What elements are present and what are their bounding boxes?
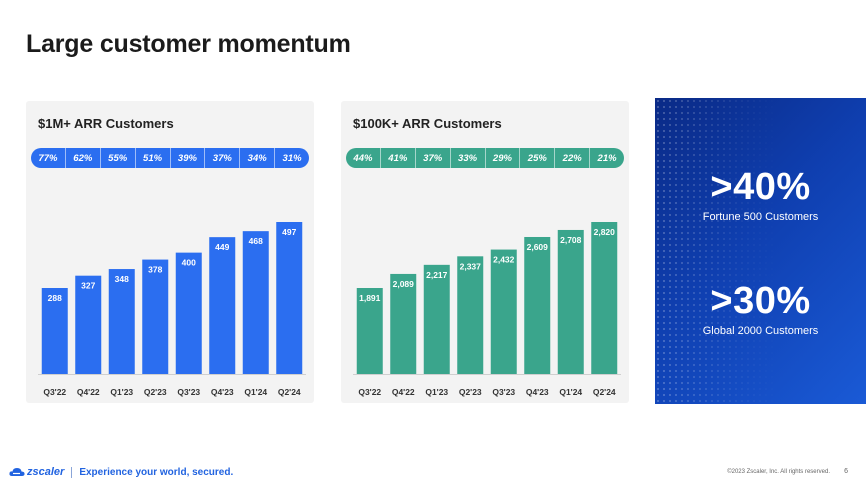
- category-label: Q3'22: [358, 387, 381, 397]
- bar: [242, 231, 269, 374]
- data-label: 288: [48, 293, 62, 303]
- growth-pill: 77% 62% 55% 51% 39% 37% 34% 31%: [31, 148, 309, 168]
- bar: [276, 222, 303, 374]
- copyright-text: ©2023 Zscaler, Inc. All rights reserved.: [727, 469, 830, 475]
- bar-chart-1m-arr: 288 Q3'22 327 Q4'22 348 Q1'23 378 Q2'23 400 Q3'23…: [38, 222, 306, 397]
- bar: [142, 259, 169, 374]
- chart-title: $100K+ ARR Customers: [353, 116, 502, 131]
- footer-divider: [71, 466, 73, 478]
- bar-chart-100k-arr: 1,891 Q3'22 2,089 Q4'22 2,217 Q1'23 2,337 Q2'23…: [353, 222, 621, 397]
- bar: [75, 275, 102, 374]
- category-label: Q3'23: [492, 387, 515, 397]
- category-label: Q4'23: [211, 387, 234, 397]
- growth-label: 39%: [171, 148, 206, 168]
- bar: [524, 236, 551, 374]
- category-label: Q4'22: [392, 387, 415, 397]
- data-label: 1,891: [359, 293, 381, 303]
- bar: [457, 256, 484, 374]
- stat-fortune-500: >40% Fortune 500 Customers: [655, 166, 866, 223]
- category-label: Q1'23: [425, 387, 448, 397]
- category-label: Q3'22: [43, 387, 66, 397]
- stat-value: >30%: [710, 280, 811, 322]
- category-label: Q4'22: [77, 387, 100, 397]
- data-label: 497: [282, 227, 296, 237]
- bar: [108, 269, 135, 374]
- growth-label: 34%: [240, 148, 276, 168]
- growth-label: 55%: [101, 148, 136, 168]
- category-label: Q4'23: [526, 387, 549, 397]
- page-number: 6: [844, 468, 848, 475]
- bar: [490, 249, 517, 374]
- category-label: Q2'23: [144, 387, 167, 397]
- highlights-panel: >40% Fortune 500 Customers >30% Global 2…: [655, 98, 866, 404]
- growth-label: 31%: [282, 152, 302, 164]
- data-label: 400: [182, 258, 196, 268]
- data-label: 348: [115, 274, 129, 284]
- data-label: 468: [249, 236, 263, 246]
- data-label: 2,432: [493, 255, 515, 265]
- growth-label: 21%: [597, 152, 617, 164]
- growth-label: 77%: [31, 148, 66, 168]
- bar: [390, 273, 417, 374]
- chart-panel-100k-arr: $100K+ ARR Customers 44% 41% 37% 33% 29% 25% 2…: [341, 101, 629, 403]
- data-label: 2,337: [460, 261, 482, 271]
- data-label: 2,217: [426, 270, 448, 280]
- data-label: 327: [81, 281, 95, 291]
- data-label: 378: [148, 265, 162, 275]
- growth-label: 51%: [136, 148, 171, 168]
- stat-label: Fortune 500 Customers: [702, 211, 819, 223]
- footer-tagline: Experience your world, secured.: [79, 466, 234, 478]
- bar: [591, 222, 618, 374]
- bar: [423, 264, 450, 374]
- data-label: 2,089: [393, 279, 415, 289]
- category-label: Q1'24: [559, 387, 582, 397]
- category-label: Q2'23: [459, 387, 482, 397]
- growth-label: 37%: [205, 148, 241, 168]
- growth-label: 41%: [381, 148, 416, 168]
- growth-label: 62%: [66, 148, 101, 168]
- dot-pattern: [655, 98, 866, 404]
- bar: [41, 288, 68, 374]
- bar: [557, 229, 584, 374]
- category-label: Q1'23: [110, 387, 133, 397]
- chart-panel-1m-arr: $1M+ ARR Customers 77% 62% 55% 51% 39% 37% 34%…: [26, 101, 314, 403]
- bar: [209, 237, 236, 374]
- growth-label: 33%: [451, 148, 486, 168]
- growth-label: 22%: [555, 148, 591, 168]
- stat-label: Global 2000 Customers: [702, 325, 819, 337]
- category-label: Q2'24: [593, 387, 616, 397]
- category-label: Q1'24: [244, 387, 267, 397]
- chart-title: $1M+ ARR Customers: [38, 116, 174, 131]
- data-label: 2,820: [594, 227, 616, 237]
- zscaler-logo-text: zscaler: [27, 466, 65, 478]
- page-title: Large customer momentum: [26, 30, 351, 58]
- zscaler-cloud-icon: [9, 468, 25, 476]
- bar: [356, 288, 383, 374]
- footer-brand: zscaler Experience your world, secured.: [9, 466, 233, 478]
- stat-value: >40%: [710, 166, 811, 208]
- category-label: Q2'24: [278, 387, 301, 397]
- growth-label: 25%: [520, 148, 556, 168]
- growth-label: 44%: [346, 148, 381, 168]
- data-label: 2,708: [560, 235, 582, 245]
- growth-pill: 44% 41% 37% 33% 29% 25% 22% 21%: [346, 148, 624, 168]
- bar: [175, 252, 202, 374]
- growth-label: 37%: [416, 148, 451, 168]
- data-label: 2,609: [527, 242, 549, 252]
- category-label: Q3'23: [177, 387, 200, 397]
- growth-label: 29%: [486, 148, 521, 168]
- stat-global-2000: >30% Global 2000 Customers: [655, 280, 866, 337]
- data-label: 449: [215, 242, 229, 252]
